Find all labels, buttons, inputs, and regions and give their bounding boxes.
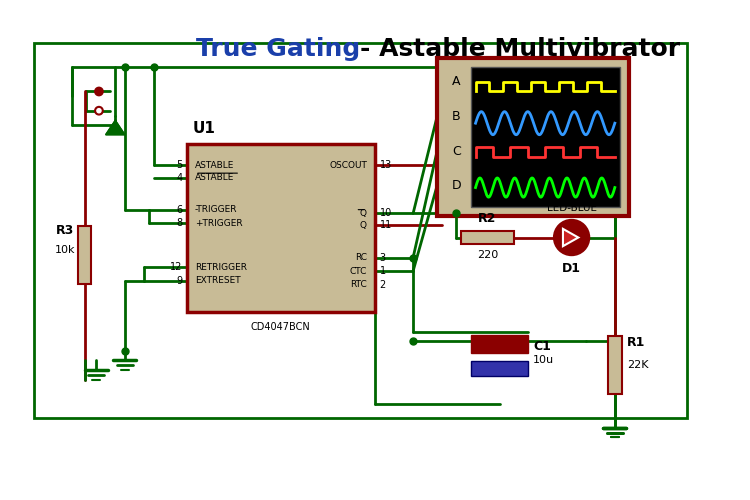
Text: D1: D1 — [562, 262, 581, 276]
Circle shape — [554, 220, 589, 255]
Text: 10u: 10u — [533, 356, 554, 366]
Text: C1: C1 — [533, 340, 551, 352]
Text: D: D — [452, 179, 461, 192]
Text: 1: 1 — [380, 266, 386, 276]
Text: +TRIGGER: +TRIGGER — [195, 218, 243, 228]
Text: 11: 11 — [380, 220, 392, 230]
FancyBboxPatch shape — [188, 144, 375, 312]
Text: 12: 12 — [170, 262, 182, 272]
Text: True Gating: True Gating — [196, 36, 360, 60]
Text: 13: 13 — [380, 160, 392, 170]
FancyBboxPatch shape — [437, 58, 629, 216]
Text: 5: 5 — [176, 160, 182, 170]
Text: A: A — [452, 76, 460, 88]
Text: OSCOUT: OSCOUT — [329, 161, 367, 170]
Text: 10k: 10k — [55, 245, 76, 255]
Text: R1: R1 — [627, 336, 646, 349]
FancyBboxPatch shape — [461, 231, 514, 244]
Text: R3: R3 — [56, 224, 74, 237]
Text: C: C — [452, 144, 460, 158]
Text: 22K: 22K — [627, 360, 649, 370]
FancyBboxPatch shape — [471, 68, 620, 207]
Polygon shape — [106, 120, 125, 134]
Text: B: B — [452, 110, 460, 123]
Text: U1: U1 — [192, 121, 215, 136]
Text: 2: 2 — [380, 280, 386, 289]
Text: 4: 4 — [176, 173, 182, 183]
Text: 3: 3 — [380, 252, 386, 262]
Text: 8: 8 — [176, 218, 182, 228]
FancyBboxPatch shape — [78, 226, 92, 283]
Text: 9: 9 — [176, 276, 182, 285]
Text: 10: 10 — [380, 208, 392, 218]
Text: ASTABLE: ASTABLE — [195, 174, 235, 182]
Text: RETRIGGER: RETRIGGER — [195, 263, 247, 272]
Text: CD4047BCN: CD4047BCN — [251, 322, 310, 332]
Polygon shape — [563, 229, 578, 246]
Text: EXTRESET: EXTRESET — [195, 276, 241, 285]
Circle shape — [95, 107, 103, 114]
Text: -TRIGGER: -TRIGGER — [195, 205, 238, 214]
Text: 6: 6 — [176, 204, 182, 214]
Text: CTC: CTC — [350, 266, 367, 276]
Text: RC: RC — [355, 253, 367, 262]
FancyBboxPatch shape — [471, 336, 528, 353]
Polygon shape — [106, 120, 125, 134]
Text: RTC: RTC — [350, 280, 367, 289]
Text: Q: Q — [360, 220, 367, 230]
Text: R2: R2 — [478, 212, 496, 225]
Circle shape — [95, 88, 103, 96]
FancyBboxPatch shape — [471, 362, 528, 376]
Text: Q: Q — [360, 209, 367, 218]
Text: - Astable Multivibrator: - Astable Multivibrator — [360, 36, 680, 60]
Text: 220: 220 — [477, 250, 498, 260]
FancyBboxPatch shape — [608, 336, 622, 394]
Text: LED-BLUE: LED-BLUE — [547, 202, 596, 212]
Text: ASTABLE: ASTABLE — [195, 161, 235, 170]
